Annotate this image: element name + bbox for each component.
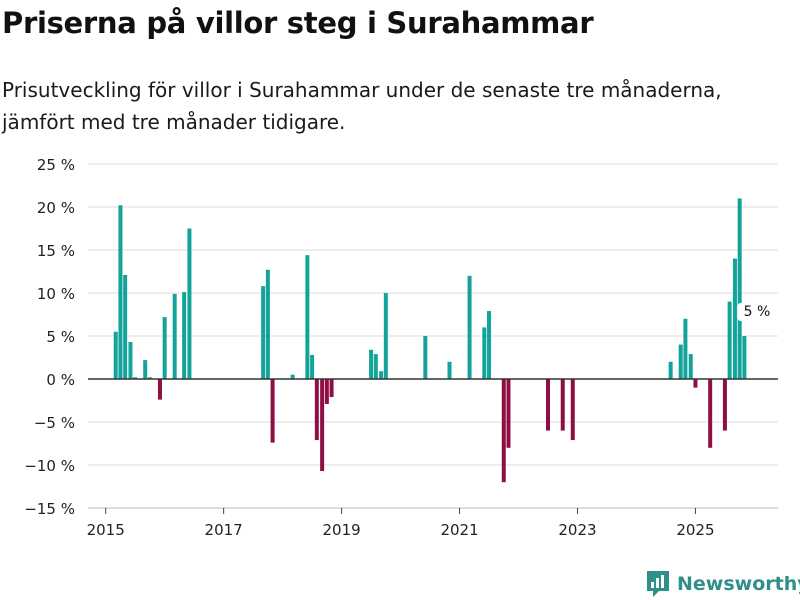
- y-tick-label: 5 %: [46, 328, 75, 346]
- x-tick-label: 2019: [322, 521, 360, 539]
- bar-positive: [265, 269, 270, 379]
- annotation-label: 5 %: [744, 304, 771, 320]
- bar-positive: [379, 371, 384, 379]
- bar-positive: [732, 258, 737, 379]
- bar-positive: [310, 354, 315, 379]
- bar-positive: [290, 374, 295, 379]
- bar-positive: [128, 342, 133, 379]
- bar-positive: [678, 344, 683, 379]
- bar-positive: [668, 361, 673, 379]
- bar-positive: [123, 274, 128, 379]
- x-tick-label: 2025: [676, 521, 714, 539]
- bar-negative: [324, 379, 329, 404]
- bar-positive: [683, 318, 688, 379]
- x-tick-label: 2021: [440, 521, 478, 539]
- bar-positive: [133, 377, 138, 379]
- y-tick-label: −10 %: [24, 457, 75, 475]
- bar-negative: [708, 379, 713, 448]
- bar-negative: [320, 379, 325, 472]
- newsworthy-logo-icon: [647, 571, 669, 597]
- brand: Newsworthy: [645, 568, 800, 600]
- bar-negative: [722, 379, 727, 431]
- bar-positive: [423, 336, 428, 379]
- chart-subtitle: Prisutveckling för villor i Surahammar u…: [2, 78, 722, 134]
- bar-negative: [329, 379, 334, 398]
- y-tick-label: −15 %: [24, 500, 75, 518]
- bar-positive: [688, 354, 693, 379]
- y-tick-label: 20 %: [37, 199, 75, 217]
- bar-positive: [467, 275, 472, 379]
- bar-positive: [727, 301, 732, 379]
- bar-positive: [482, 327, 487, 379]
- bar-positive: [742, 336, 747, 379]
- bar-positive: [373, 354, 378, 379]
- bar-negative: [693, 379, 698, 388]
- bar-negative: [570, 379, 575, 441]
- bar-positive: [113, 331, 118, 379]
- bar-chart: −15 % −10 % −5 % 0 % 5 % 10 % 15 % 20 % 25 % 201…: [24, 156, 778, 539]
- page-title: Priserna på villor steg i Surahammar: [2, 6, 594, 40]
- y-axis-ticks: −15 % −10 % −5 % 0 % 5 % 10 % 15 % 20 % 25 %: [24, 156, 75, 518]
- bar-positive: [143, 360, 148, 379]
- bar-positive: [447, 361, 452, 379]
- x-tick-label: 2015: [87, 521, 125, 539]
- grid-lines: [88, 163, 778, 509]
- bar-positive: [147, 377, 152, 379]
- bar-positive: [737, 198, 742, 379]
- bar-negative: [314, 379, 319, 441]
- x-axis-ticks: 2015 2017 2019 2021 2023 2025: [87, 508, 715, 539]
- y-tick-label: 0 %: [46, 371, 75, 389]
- value-annotation: 5 %: [737, 303, 771, 321]
- bar-negative: [546, 379, 550, 431]
- bar-positive: [487, 311, 492, 379]
- bar-positive: [162, 317, 167, 379]
- bar-positive: [172, 293, 177, 379]
- annotation-background: [737, 303, 752, 321]
- bar-positive: [383, 293, 388, 379]
- bar-negative: [560, 379, 565, 431]
- y-tick-label: 15 %: [37, 242, 75, 260]
- bar-positive: [369, 349, 374, 379]
- bars: [113, 198, 747, 483]
- bar-positive: [187, 228, 192, 379]
- bar-positive: [118, 205, 123, 379]
- bar-positive: [182, 292, 187, 379]
- bar-positive: [261, 286, 266, 379]
- y-tick-label: 10 %: [37, 285, 75, 303]
- x-tick-label: 2023: [558, 521, 596, 539]
- brand-name: Newsworthy: [677, 573, 800, 595]
- bar-negative: [270, 379, 275, 443]
- bar-negative: [157, 379, 162, 400]
- y-tick-label: 25 %: [37, 156, 75, 174]
- y-tick-label: −5 %: [34, 414, 75, 432]
- bar-negative: [506, 379, 511, 448]
- bar-positive: [305, 255, 310, 379]
- bar-negative: [501, 379, 506, 483]
- x-tick-label: 2017: [205, 521, 243, 539]
